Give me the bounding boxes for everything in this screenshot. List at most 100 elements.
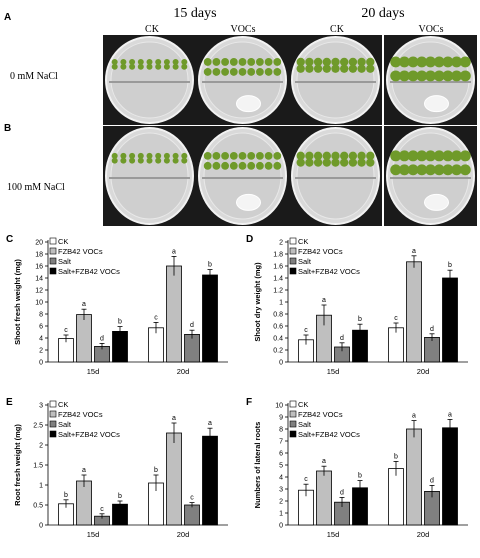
legend-entry: CK [58, 237, 68, 246]
seedling [111, 58, 118, 65]
seedling [296, 57, 305, 67]
seedling [203, 68, 212, 76]
seedling [155, 157, 162, 164]
y-axis-label: Shoot fresh weight (mg) [13, 259, 22, 345]
bacteria-colony [424, 95, 449, 113]
seedling [120, 63, 127, 70]
legend-swatch [49, 430, 57, 438]
seedling [296, 64, 305, 73]
seedling [256, 151, 264, 160]
legend-entry: FZB42 VOCs [298, 247, 343, 256]
seedling [212, 58, 221, 66]
legend-entry: FZB42 VOCs [58, 410, 103, 419]
seedling [238, 151, 247, 160]
petri-dish-photo [103, 126, 196, 226]
legend-swatch [49, 237, 57, 245]
petri-dish-photo [103, 35, 196, 125]
bar [202, 274, 218, 363]
seedling [163, 157, 170, 164]
legend-entry: Salt [298, 420, 312, 429]
significance-letter: a [322, 297, 326, 304]
y-tick-label: 0 [39, 360, 43, 367]
significance-letter: c [190, 495, 194, 502]
seedling [357, 64, 366, 73]
seedling [305, 64, 314, 73]
significance-letter: b [358, 316, 362, 323]
x-tick-label: 20d [177, 367, 190, 376]
panel-label: F [246, 397, 252, 408]
petri-dish-photo [289, 35, 382, 125]
seedling [313, 57, 323, 67]
legend-swatch [289, 420, 297, 428]
seedling [120, 157, 127, 164]
legend-entry: CK [58, 400, 68, 409]
seedling [407, 56, 419, 68]
seedling [229, 151, 238, 160]
legend-swatch [289, 400, 297, 408]
significance-letter: a [412, 413, 416, 420]
significance-letter: a [448, 411, 452, 418]
x-tick-label: 20d [177, 530, 190, 539]
seedling [407, 70, 419, 82]
significance-letter: a [82, 467, 86, 474]
seedling [129, 58, 136, 65]
seedling [146, 63, 153, 70]
bar [166, 265, 182, 363]
seedling [313, 158, 323, 167]
seedling [146, 157, 153, 164]
seedling [331, 151, 340, 161]
legend-swatch [49, 247, 57, 255]
seedling [442, 164, 454, 176]
seedling [155, 152, 162, 159]
seedling [256, 68, 264, 76]
seedling [111, 63, 118, 70]
seedling [203, 58, 212, 66]
y-tick-label: 0.4 [273, 336, 283, 343]
y-tick-label: 4 [39, 336, 43, 343]
y-tick-label: 18 [35, 252, 43, 259]
bar [184, 504, 200, 526]
seedling [459, 70, 471, 82]
seedling [433, 150, 445, 162]
seedling [348, 64, 358, 73]
seedling [137, 157, 144, 164]
seedling [348, 158, 358, 167]
legend-swatch [289, 247, 297, 255]
seedling [229, 161, 238, 170]
bar [76, 480, 92, 526]
y-tick-label: 0.6 [273, 324, 283, 331]
seedling [390, 164, 402, 176]
seedling [416, 164, 428, 176]
legend-swatch [289, 267, 297, 275]
seedling [398, 70, 410, 82]
seedling [146, 58, 153, 65]
seedling [181, 157, 188, 164]
seedling [366, 57, 375, 67]
seedling [172, 157, 179, 164]
col-label-vocs-15: VOCs [230, 24, 255, 35]
seedling [221, 58, 230, 66]
time-label-15-days: 15 days [173, 6, 216, 21]
legend-swatch [49, 400, 57, 408]
y-axis-label: Root fresh weight (mg) [13, 424, 22, 506]
significance-letter: b [358, 473, 362, 480]
seedling [256, 58, 264, 66]
chart-root-fresh-weight: E Root fresh weight (mg) 0 0.5 1 1.5 2 2.5 3 b a c b… [6, 397, 228, 539]
seedling [203, 151, 212, 160]
significance-letter: a [322, 458, 326, 465]
legend-swatch [289, 430, 297, 438]
legend-entry: CK [298, 237, 308, 246]
significance-letter: a [172, 248, 176, 255]
legend-swatch [49, 267, 57, 275]
seedling [129, 63, 136, 70]
seedling [442, 56, 454, 68]
seedling [137, 58, 144, 65]
seedling [238, 161, 247, 170]
seedling [390, 56, 402, 68]
seedling [459, 164, 471, 176]
significance-letter: b [394, 453, 398, 460]
y-tick-label: 3 [279, 487, 283, 494]
bar [424, 337, 440, 363]
y-tick-label: 2.5 [33, 423, 43, 430]
seedling [137, 63, 144, 70]
